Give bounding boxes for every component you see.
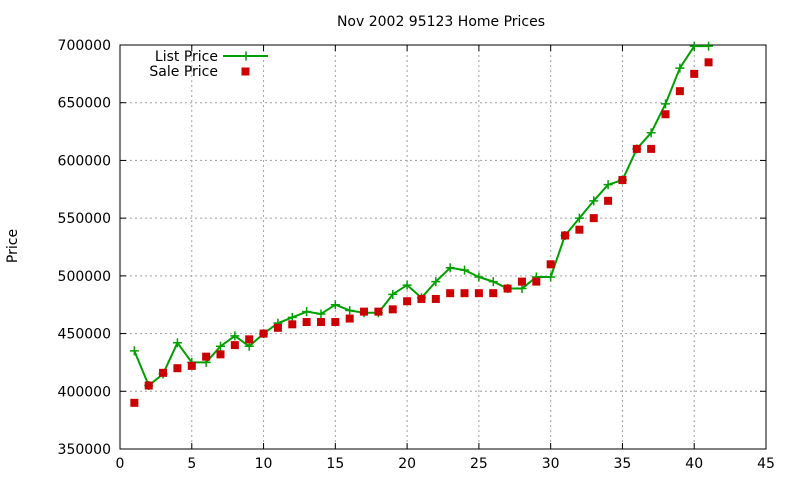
list-price-point bbox=[172, 338, 182, 348]
sale-price-point bbox=[589, 214, 598, 223]
list-price-point bbox=[488, 277, 498, 287]
sale-price-point bbox=[546, 260, 555, 269]
list-price-point bbox=[215, 341, 225, 351]
list-price-point bbox=[589, 196, 599, 206]
list-price-point bbox=[345, 305, 355, 315]
y-tick-labels: 350000 400000 450000 500000 550000 600000 6500… bbox=[58, 38, 111, 458]
series bbox=[129, 41, 714, 407]
grid bbox=[120, 45, 766, 449]
x-tick-labels: 0 5 10 15 20 25 30 35 40 45 bbox=[116, 456, 775, 472]
sale-price-point bbox=[460, 289, 469, 298]
sale-price-point bbox=[503, 284, 512, 293]
sale-price-point bbox=[245, 335, 254, 344]
x-tick-label: 15 bbox=[326, 456, 344, 472]
axis-ticks bbox=[119, 44, 767, 450]
legend-marker-sale-price bbox=[241, 67, 250, 76]
legend-label-list-price: List Price bbox=[155, 49, 218, 65]
sale-price-point bbox=[403, 297, 412, 306]
list-price-point bbox=[230, 331, 240, 341]
plot-frame bbox=[119, 44, 767, 450]
sale-price-point bbox=[302, 318, 311, 327]
y-tick-label: 600000 bbox=[58, 153, 111, 169]
sale-price-point bbox=[360, 307, 369, 316]
x-tick-label: 20 bbox=[398, 456, 416, 472]
list-price-point bbox=[388, 289, 398, 299]
y-tick-label: 500000 bbox=[58, 269, 111, 285]
sale-price-point bbox=[388, 305, 397, 314]
sale-price-point bbox=[647, 144, 656, 153]
sale-price-point bbox=[517, 277, 526, 286]
sale-price-point bbox=[374, 307, 383, 316]
sale-price-point bbox=[604, 196, 613, 205]
sale-price-point bbox=[532, 277, 541, 286]
sale-price-point bbox=[187, 361, 196, 370]
chart-title: Nov 2002 95123 Home Prices bbox=[337, 14, 545, 30]
y-tick-label: 650000 bbox=[58, 96, 111, 112]
y-tick-label: 400000 bbox=[58, 384, 111, 400]
sale-price-point bbox=[273, 323, 282, 332]
sale-price-point bbox=[417, 294, 426, 303]
list-price-point bbox=[431, 277, 441, 287]
y-tick-label: 550000 bbox=[58, 211, 111, 227]
list-price-point bbox=[302, 307, 312, 317]
list-price-point bbox=[689, 41, 699, 51]
x-tick-label: 10 bbox=[255, 456, 273, 472]
sale-price-point bbox=[561, 231, 570, 240]
sale-price-point bbox=[316, 318, 325, 327]
list-price-point bbox=[129, 346, 139, 356]
sale-price-point bbox=[345, 314, 354, 323]
sale-price-point bbox=[288, 320, 297, 329]
sale-price-point bbox=[489, 289, 498, 298]
sale-price-point bbox=[144, 381, 153, 390]
sale-price-point bbox=[173, 364, 182, 373]
x-tick-label: 25 bbox=[470, 456, 488, 472]
sale-price-point bbox=[216, 350, 225, 359]
sale-price-point bbox=[575, 225, 584, 234]
legend: List Price Sale Price bbox=[149, 49, 268, 80]
list-price-point bbox=[460, 265, 470, 275]
list-price-point bbox=[330, 300, 340, 310]
sale-price-point bbox=[331, 318, 340, 327]
list-price-point bbox=[675, 63, 685, 73]
sale-price-point bbox=[431, 294, 440, 303]
list-price-point bbox=[402, 280, 412, 290]
sale-price-point bbox=[690, 69, 699, 78]
y-axis-label: Price bbox=[5, 229, 21, 263]
legend-marker-list-price bbox=[241, 51, 251, 61]
x-tick-label: 0 bbox=[116, 456, 125, 472]
list-price-point bbox=[603, 180, 613, 190]
sale-price-point bbox=[632, 144, 641, 153]
sale-price-point bbox=[259, 329, 268, 338]
list-price-point bbox=[316, 309, 326, 319]
list-price-point bbox=[704, 41, 714, 51]
list-price-point bbox=[574, 213, 584, 223]
x-tick-label: 30 bbox=[542, 456, 560, 472]
list-price-point bbox=[661, 99, 671, 109]
x-tick-label: 5 bbox=[187, 456, 196, 472]
x-tick-label: 35 bbox=[614, 456, 632, 472]
sale-price-point bbox=[474, 289, 483, 298]
x-tick-label: 45 bbox=[757, 456, 775, 472]
sale-price-point bbox=[446, 289, 455, 298]
sale-price-point bbox=[130, 398, 139, 407]
sale-price-point bbox=[661, 110, 670, 119]
list-price-point bbox=[474, 272, 484, 282]
sale-price-point bbox=[618, 176, 627, 185]
list-price-point bbox=[646, 128, 656, 138]
x-tick-label: 40 bbox=[685, 456, 703, 472]
sale-price-point bbox=[675, 87, 684, 96]
y-tick-label: 350000 bbox=[58, 442, 111, 458]
legend-label-sale-price: Sale Price bbox=[149, 64, 218, 80]
list-price-point bbox=[546, 272, 556, 282]
sale-price-point bbox=[159, 368, 168, 377]
sale-price-point bbox=[704, 58, 713, 67]
y-tick-label: 450000 bbox=[58, 327, 111, 343]
y-tick-label: 700000 bbox=[58, 38, 111, 54]
sale-price-point bbox=[202, 352, 211, 361]
sale-price-point bbox=[230, 341, 239, 350]
list-price-point bbox=[445, 263, 455, 273]
